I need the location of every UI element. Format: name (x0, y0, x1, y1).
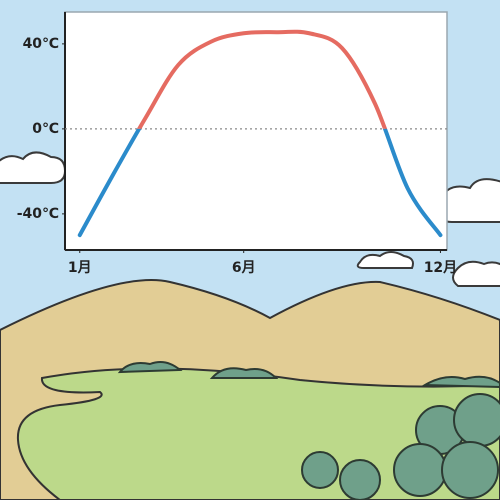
line-above-zero (136, 29, 388, 129)
plot-area (64, 11, 448, 251)
line-below-zero (77, 128, 443, 238)
y-tick-label: -40℃ (17, 206, 59, 222)
clouds (0, 151, 500, 287)
y-tick-label: 0℃ (32, 121, 59, 137)
y-tick-label: 40℃ (23, 36, 59, 52)
trees (117, 361, 500, 501)
x-tick-label: 12月 (424, 260, 457, 276)
x-tick-label: 6月 (232, 260, 256, 276)
x-tick-label: 1月 (68, 260, 92, 276)
